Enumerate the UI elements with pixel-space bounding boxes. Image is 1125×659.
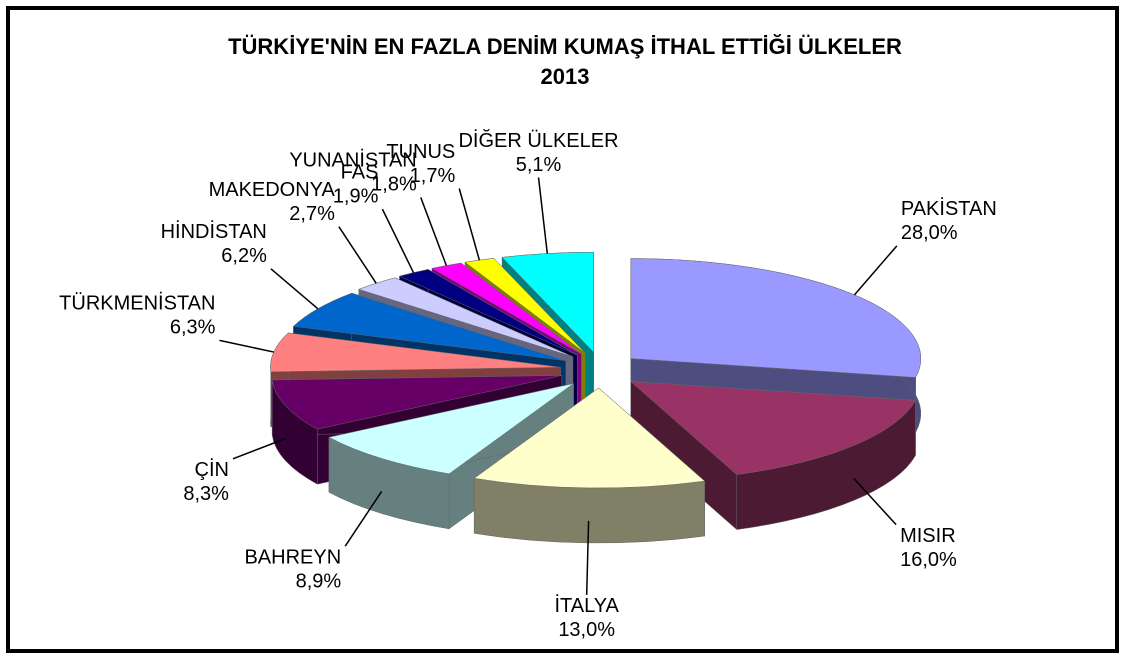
leader-line <box>232 437 286 460</box>
leader-line <box>585 520 590 595</box>
slice-label: ÇİN <box>195 458 229 481</box>
slice-value-label: 8,9% <box>296 570 342 592</box>
slice-value-label: 28,0% <box>901 222 958 244</box>
slice-label: MAKEDONYA <box>209 179 336 201</box>
leader-line <box>420 197 448 266</box>
leader-line <box>344 491 383 547</box>
slice-label: TÜRKMENİSTAN <box>59 292 215 315</box>
slice-value-label: 8,3% <box>183 483 229 505</box>
slice-value-label: 1,9% <box>333 185 379 207</box>
slice-label: DİĞER ÜLKELER <box>458 129 618 152</box>
leader-line <box>219 339 274 353</box>
slice-top <box>271 375 562 430</box>
slice-label: İTALYA <box>554 594 619 617</box>
slice-top <box>270 332 561 373</box>
slice-label: TUNUS <box>386 141 455 163</box>
leader-line <box>381 208 415 273</box>
slice-value-label: 13,0% <box>558 619 615 641</box>
slice-top <box>473 387 706 489</box>
slice-label: FAS <box>341 161 379 183</box>
leader-line <box>458 188 481 261</box>
slice-value-label: 6,3% <box>170 317 216 339</box>
slice-top <box>501 251 594 353</box>
slice-top <box>328 383 574 475</box>
slice <box>473 387 706 544</box>
slice-value-label: 2,7% <box>289 203 335 225</box>
slice-label: BAHREYN <box>244 546 341 568</box>
leader-line <box>270 268 319 310</box>
slice-value-label: 1,8% <box>371 174 417 196</box>
slice-label: HİNDİSTAN <box>161 220 267 243</box>
slice-value-label: 5,1% <box>516 154 562 176</box>
slice-label: PAKİSTAN <box>901 197 997 220</box>
leader-line <box>853 477 897 526</box>
slice-value-label: 1,7% <box>410 165 456 187</box>
chart-subtitle: 2013 <box>541 64 590 89</box>
slice <box>630 380 916 531</box>
leader-line <box>853 245 898 296</box>
leader-line <box>338 226 377 284</box>
leader-line <box>537 177 549 254</box>
slice-value-label: 6,2% <box>221 245 267 267</box>
slice-top <box>630 381 916 475</box>
slice-label: YUNANİSTAN <box>289 149 416 172</box>
slice-top <box>398 269 578 356</box>
chart-title: TÜRKİYE'NİN EN FAZLA DENİM KUMAŞ İTHAL E… <box>228 34 902 59</box>
slice-top <box>630 258 922 378</box>
slice-label: MISIR <box>900 525 956 547</box>
slice-value-label: 16,0% <box>900 549 957 571</box>
